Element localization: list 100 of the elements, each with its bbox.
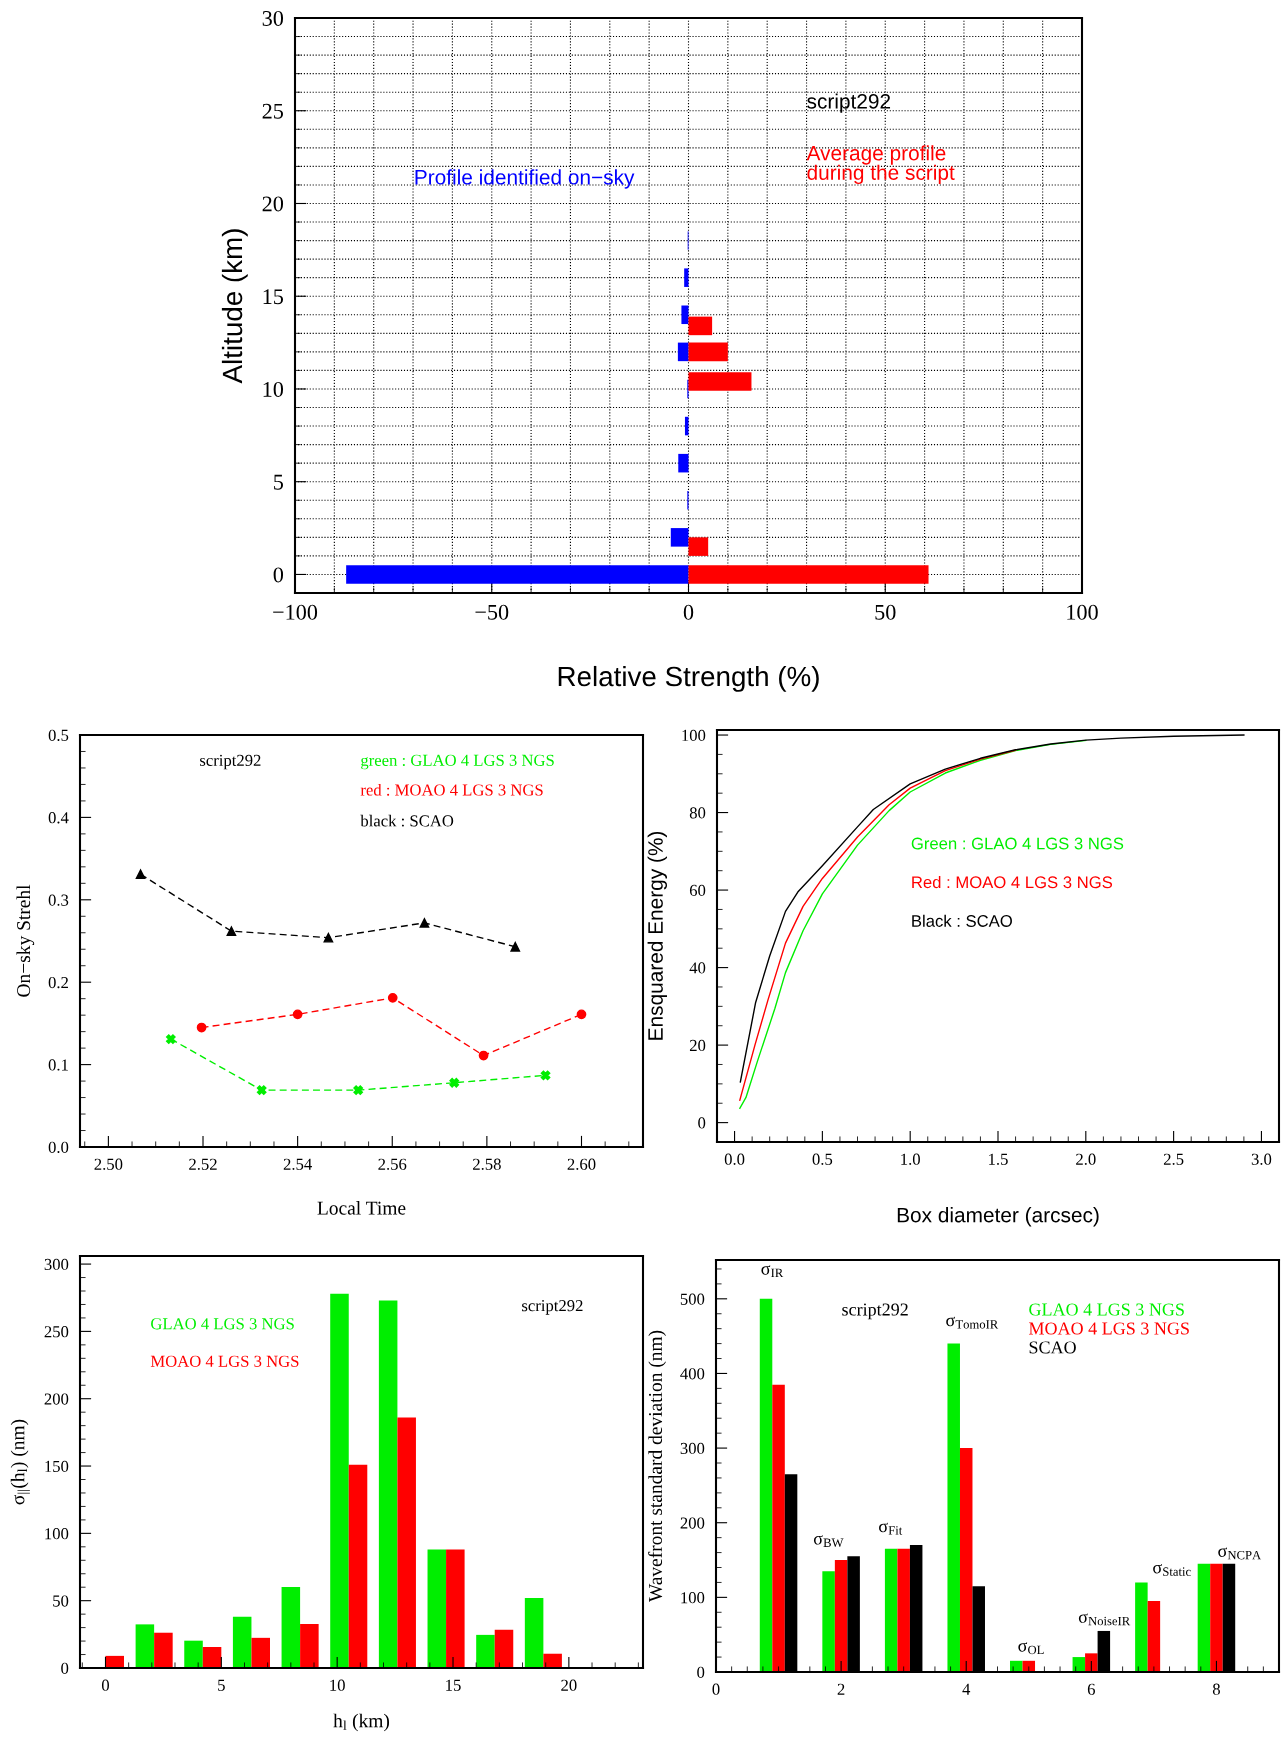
y-tick-label: 200: [680, 1517, 705, 1529]
x-axis-title: Box diameter (arcsec): [897, 1207, 1099, 1227]
x-tick-label: 6: [1087, 1683, 1095, 1695]
annotation: script292: [200, 754, 261, 770]
y-axis-title: Altitude (km): [221, 229, 248, 384]
annotation: script292: [842, 1303, 908, 1320]
annotation: σ$_{BW}$: [813, 1535, 844, 1548]
x-tick-label: 100: [1067, 604, 1098, 620]
bar: [476, 1634, 495, 1668]
y-tick-label: 400: [680, 1368, 705, 1380]
x-axis-title: Local Time: [317, 1201, 406, 1215]
y-tick-label: 100: [45, 1528, 69, 1540]
bar: [759, 1298, 773, 1672]
point: [323, 932, 334, 943]
y-axis-title: On−sky Strehl: [16, 884, 35, 997]
x-tick-label: 20: [561, 1679, 577, 1691]
x-tick-label: 8: [1212, 1683, 1220, 1695]
bar: [1197, 1563, 1211, 1672]
bar: [348, 1464, 368, 1668]
x-tick-label: 2.60: [567, 1158, 596, 1170]
x-tick-label: 2.58: [473, 1158, 501, 1170]
text: GLAO 4 LGS 3 NGS: [1029, 1303, 1184, 1316]
y-tick-label: 20: [262, 196, 284, 212]
y-tick-label: 5: [274, 474, 284, 490]
bar: [684, 268, 689, 287]
x-tick-label: 2: [837, 1683, 845, 1695]
point: [292, 1009, 303, 1020]
y-tick-label: 0.2: [48, 976, 68, 989]
y-tick-label: 30: [262, 10, 284, 26]
bar: [688, 565, 929, 584]
bar: [947, 1343, 960, 1672]
text: GLAO 4 LGS 3 NGS: [151, 1318, 294, 1330]
x-tick-label: 2.50: [94, 1158, 123, 1170]
bar: [884, 1548, 898, 1672]
y-tick-label: 300: [680, 1442, 705, 1455]
x-tick-label: 4: [962, 1683, 971, 1695]
y-tick-label: 10: [263, 381, 284, 397]
annotation: script292: [522, 1300, 583, 1315]
bar: [154, 1632, 173, 1668]
annotation: σ$_{IR}$: [761, 1265, 784, 1278]
y-tick-label: 200: [44, 1393, 69, 1405]
point: [135, 869, 146, 880]
bar: [300, 1623, 319, 1668]
x-tick-label: 10: [330, 1679, 345, 1691]
y-axis-title: Ensquared Energy (%): [647, 831, 667, 1040]
annotation: σ$_{NCPA}$: [1218, 1547, 1262, 1560]
point: [196, 1022, 207, 1033]
text: Average profile during the script: [806, 145, 955, 185]
point: [419, 918, 430, 928]
y-axis-title: σ$_{||}$(h$_{l}$) (nm): [10, 1419, 30, 1505]
point: [510, 941, 521, 952]
bar: [494, 1629, 514, 1668]
bar: [281, 1586, 301, 1668]
y-tick-label: 150: [45, 1460, 69, 1472]
text: MOAO 4 LGS 3 NGS: [1028, 1322, 1189, 1335]
y-tick-label: 250: [44, 1326, 69, 1338]
y-tick-label: 80: [689, 807, 706, 819]
bar: [772, 1384, 785, 1672]
annotation: σ$_{OL}$: [1018, 1642, 1044, 1655]
x-tick-label: 2.54: [283, 1158, 312, 1170]
bar: [834, 1560, 848, 1672]
text: green : GLAO 4 LGS 3 NGS: [361, 754, 554, 770]
x-tick-label: 2.56: [378, 1158, 407, 1170]
annotation: σ$_{NoiseIR}$: [1078, 1613, 1131, 1626]
y-tick-label: 500: [680, 1293, 705, 1305]
x-tick-label: 2.5: [1163, 1153, 1184, 1165]
point: [576, 1009, 587, 1020]
x-tick-label: 2.52: [189, 1158, 217, 1170]
annotation: σ$_{TomoIR}$: [946, 1316, 999, 1329]
bar: [688, 342, 728, 362]
text: Black : SCAO: [912, 914, 1012, 927]
line-series: [739, 734, 1245, 1083]
bar: [251, 1637, 270, 1668]
annotation: script292: [807, 93, 891, 113]
x-tick-label: 50: [875, 604, 896, 620]
y-tick-label: 25: [262, 103, 284, 119]
y-tick-label: 0.1: [48, 1059, 68, 1071]
bar: [822, 1571, 835, 1672]
text: SCAO: [1029, 1341, 1076, 1354]
point: [449, 1077, 460, 1088]
x-tick-label: 1.5: [989, 1153, 1008, 1165]
x-tick-label: 0.5: [812, 1153, 833, 1165]
y-tick-label: 100: [682, 729, 706, 741]
point: [256, 1085, 267, 1096]
x-tick-label: 1.0: [901, 1153, 920, 1165]
point: [478, 1050, 489, 1061]
y-tick-label: 0.4: [48, 812, 69, 824]
y-tick-label: 50: [53, 1595, 69, 1607]
x-tick-label: −50: [475, 604, 509, 620]
y-tick-label: 300: [44, 1258, 69, 1271]
y-tick-label: 0: [61, 1662, 69, 1674]
bar: [897, 1548, 910, 1672]
text: black : SCAO: [360, 814, 454, 827]
x-tick-label: 0: [101, 1679, 110, 1691]
x-tick-label: 5: [218, 1679, 225, 1691]
bar: [688, 372, 752, 391]
y-tick-label: 100: [681, 1592, 705, 1604]
text: Red : MOAO 4 LGS 3 NGS: [912, 875, 1113, 889]
y-tick-label: 60: [689, 884, 706, 897]
bar: [378, 1300, 398, 1668]
